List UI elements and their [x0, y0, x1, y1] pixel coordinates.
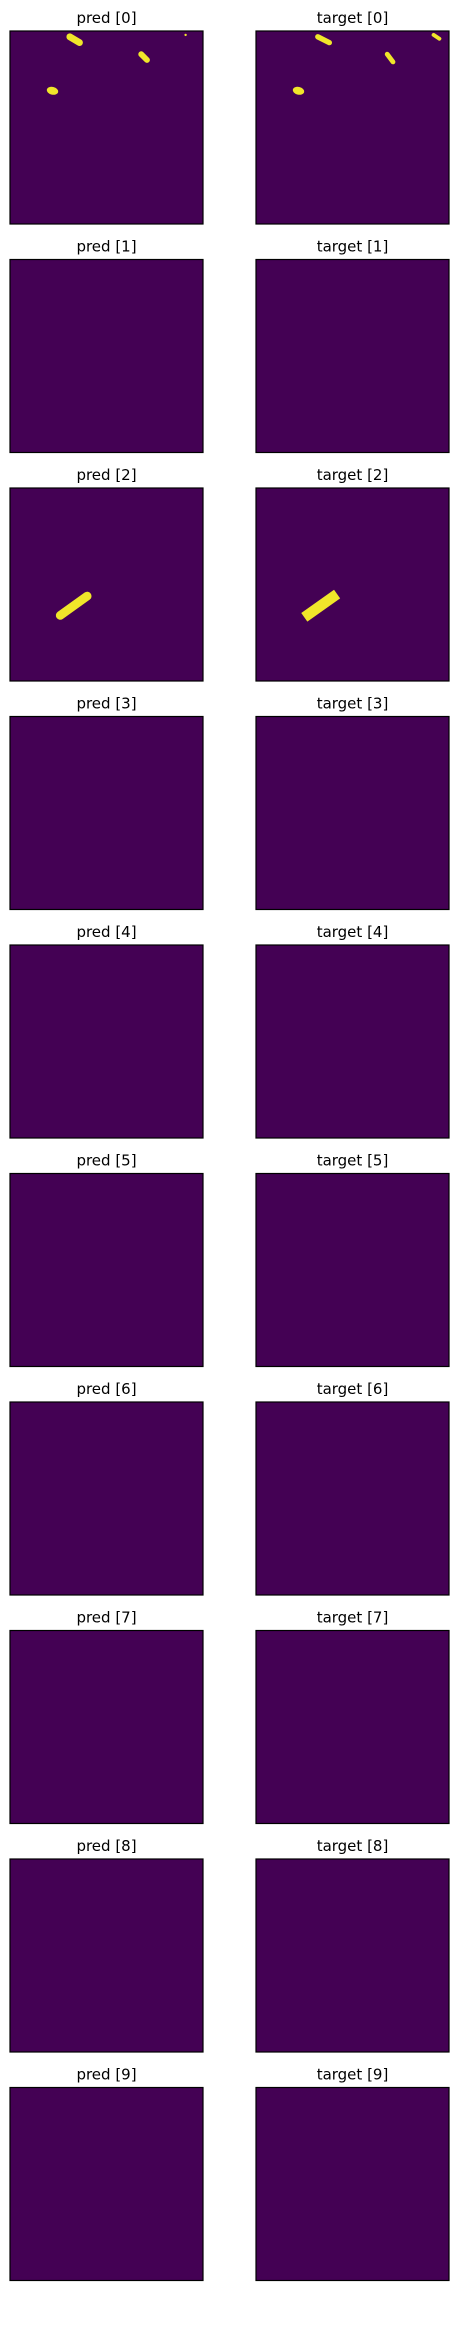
target-mask-background: [256, 2087, 449, 2281]
mask-blob: [46, 86, 59, 95]
target-panel-title: target [6]: [317, 1380, 389, 1398]
target-mask-background: [256, 1859, 449, 2052]
target-panel-title: target [4]: [317, 923, 389, 941]
pred-mask-background: [10, 945, 203, 1138]
mask-blob: [184, 33, 187, 37]
pred-mask-background: [10, 2087, 203, 2281]
mask-blob: [384, 51, 396, 65]
pred-panel-title: pred [1]: [76, 238, 136, 256]
pred-panel-title: pred [0]: [76, 9, 136, 27]
target-panel-frame: [255, 715, 450, 911]
target-panel-frame: [255, 1629, 450, 1825]
pred-panel-title: pred [4]: [76, 923, 136, 941]
target-mask-background: [256, 1173, 449, 1367]
target-panel-title: target [9]: [317, 2066, 389, 2084]
target-mask-background: [256, 1402, 449, 1595]
pred-panel-title: pred [8]: [76, 1837, 136, 1855]
pred-mask-background: [10, 1630, 203, 1824]
target-panel-title: target [1]: [317, 238, 389, 256]
mask-blob: [55, 591, 92, 620]
pred-panel-2: pred [2]: [9, 466, 204, 682]
mask-blob: [66, 33, 83, 46]
target-panel-7: target [7]: [255, 1609, 450, 1825]
pred-panel-frame: [9, 715, 204, 911]
pred-panel-frame: [9, 1629, 204, 1825]
mask-blob: [315, 34, 332, 46]
pred-panel-frame: [9, 1858, 204, 2053]
pred-panel-1: pred [1]: [9, 238, 204, 454]
mask-blob: [301, 589, 341, 622]
pred-panel-3: pred [3]: [9, 695, 204, 911]
target-panel-frame: [255, 487, 450, 682]
pred-mask-blobs: [46, 33, 187, 95]
target-panel-frame: [255, 1401, 450, 1596]
mask-blob: [431, 32, 442, 41]
pred-panel-title: pred [2]: [76, 466, 136, 484]
pred-panel-frame: [9, 2086, 204, 2282]
target-mask-background: [256, 259, 449, 453]
pred-panel-frame: [9, 944, 204, 1139]
pred-panel-9: pred [9]: [9, 2066, 204, 2282]
target-panel-9: target [9]: [255, 2066, 450, 2282]
target-panel-frame: [255, 944, 450, 1139]
target-panel-title: target [8]: [317, 1837, 389, 1855]
pred-panel-0: pred [0]: [9, 9, 204, 225]
target-mask-background: [256, 488, 449, 681]
target-panel-frame: [255, 2086, 450, 2282]
pred-panel-frame: [9, 30, 204, 225]
pred-mask-blobs: [55, 591, 92, 620]
target-panel-4: target [4]: [255, 923, 450, 1139]
mask-blob: [292, 86, 305, 95]
pred-panel-title: pred [3]: [76, 695, 136, 713]
pred-panel-frame: [9, 487, 204, 682]
target-panel-8: target [8]: [255, 1837, 450, 2053]
pred-panel-title: pred [7]: [76, 1609, 136, 1627]
target-panel-title: target [3]: [317, 695, 389, 713]
panel-grid: pred [0] target [0] pred [1] target [1] pred…: [9, 9, 450, 2282]
target-panel-frame: [255, 30, 450, 225]
target-mask-background: [256, 716, 449, 910]
pred-panel-4: pred [4]: [9, 923, 204, 1139]
target-mask-blobs: [301, 589, 341, 622]
pred-mask-background: [10, 1402, 203, 1595]
pred-mask-background: [10, 488, 203, 681]
pred-mask-background: [10, 1859, 203, 2052]
pred-panel-title: pred [5]: [76, 1152, 136, 1170]
pred-mask-background: [10, 1173, 203, 1367]
target-panel-title: target [7]: [317, 1609, 389, 1627]
pred-mask-background: [10, 31, 203, 224]
target-mask-background: [256, 945, 449, 1138]
mask-blob: [138, 51, 150, 63]
target-panel-frame: [255, 1172, 450, 1368]
target-mask-blobs: [292, 32, 442, 95]
pred-panel-8: pred [8]: [9, 1837, 204, 2053]
target-panel-2: target [2]: [255, 466, 450, 682]
pred-panel-title: pred [6]: [76, 1380, 136, 1398]
pred-mask-background: [10, 716, 203, 910]
target-panel-1: target [1]: [255, 238, 450, 454]
pred-panel-frame: [9, 1401, 204, 1596]
target-mask-background: [256, 1630, 449, 1824]
pred-panel-6: pred [6]: [9, 1380, 204, 1596]
target-panel-5: target [5]: [255, 1152, 450, 1368]
pred-panel-5: pred [5]: [9, 1152, 204, 1368]
pred-panel-frame: [9, 258, 204, 454]
pred-panel-frame: [9, 1172, 204, 1368]
target-panel-frame: [255, 1858, 450, 2053]
target-panel-title: target [5]: [317, 1152, 389, 1170]
pred-mask-background: [10, 259, 203, 453]
target-panel-6: target [6]: [255, 1380, 450, 1596]
target-panel-3: target [3]: [255, 695, 450, 911]
target-mask-background: [256, 31, 449, 224]
target-panel-title: target [0]: [317, 9, 389, 27]
target-panel-title: target [2]: [317, 466, 389, 484]
pred-panel-7: pred [7]: [9, 1609, 204, 1825]
pred-panel-title: pred [9]: [76, 2066, 136, 2084]
target-panel-0: target [0]: [255, 9, 450, 225]
target-panel-frame: [255, 258, 450, 454]
